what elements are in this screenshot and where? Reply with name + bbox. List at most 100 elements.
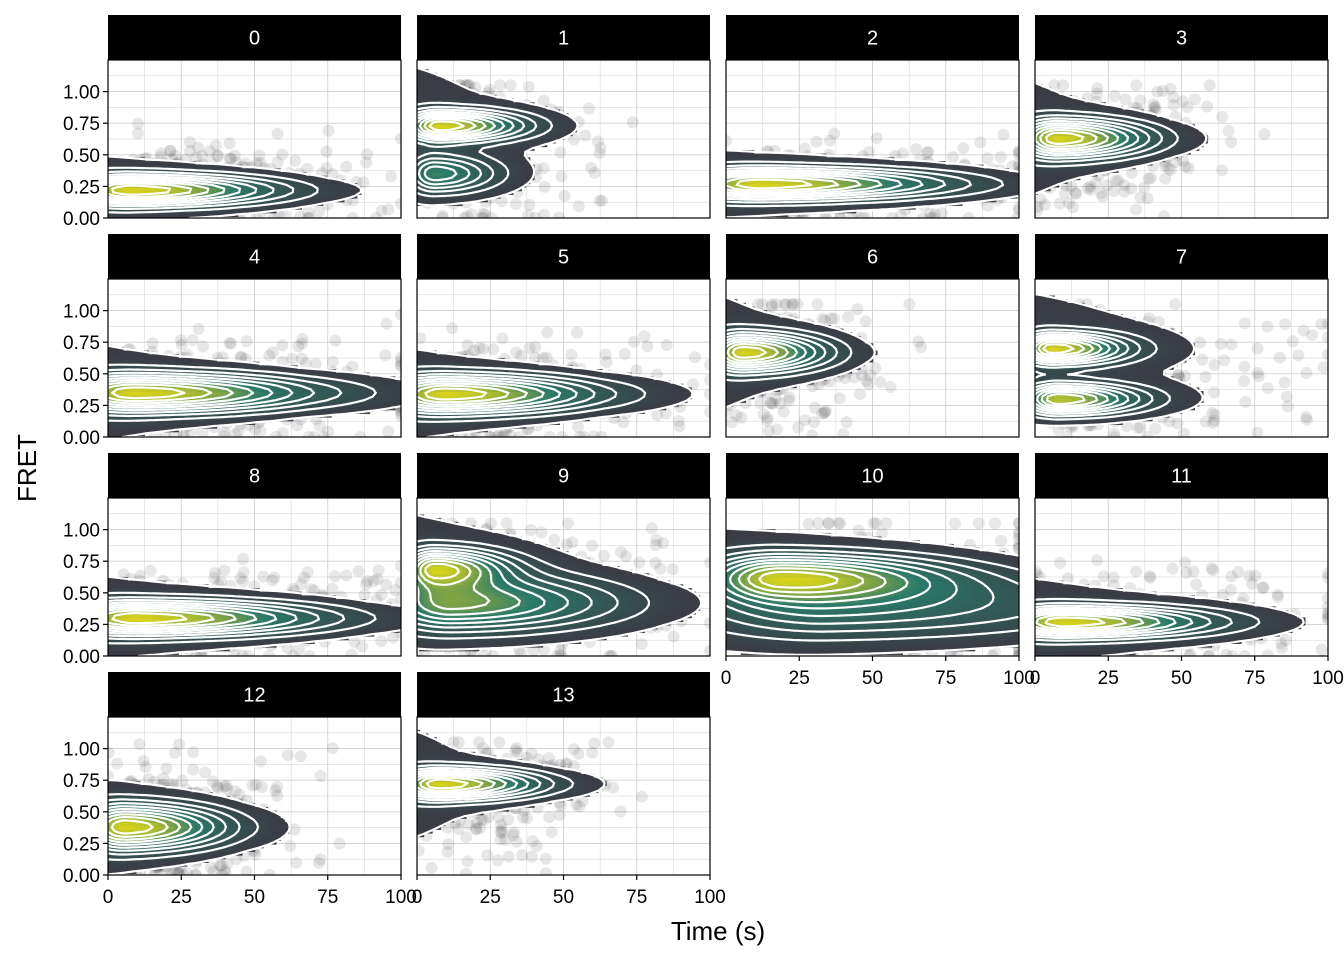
- density-cell: [559, 120, 565, 126]
- density-cell: [448, 80, 454, 85]
- density-cell: [550, 127, 556, 133]
- density-cell: [1083, 135, 1089, 140]
- density-cell: [186, 420, 192, 425]
- density-cell: [936, 179, 942, 184]
- density-cell: [779, 153, 785, 159]
- density-cell: [987, 183, 993, 188]
- density-cell: [453, 87, 459, 93]
- density-cell: [436, 146, 442, 151]
- density-cell: [131, 190, 137, 195]
- density-cell: [726, 208, 729, 214]
- density-cell: [108, 420, 111, 425]
- density-cell: [139, 420, 145, 425]
- density-cell: [936, 197, 942, 203]
- density-cell: [521, 153, 527, 159]
- density-cell: [453, 175, 459, 181]
- density-cell: [491, 98, 497, 104]
- density-cell: [919, 186, 925, 192]
- density-cell: [305, 197, 311, 203]
- density-cell: [474, 120, 480, 126]
- data-point: [177, 431, 190, 437]
- density-cell: [842, 157, 848, 162]
- density-cell: [135, 416, 141, 422]
- density-cell: [919, 175, 925, 181]
- density-cell: [859, 157, 865, 162]
- density-cell: [1177, 146, 1183, 151]
- density-cell: [267, 194, 273, 199]
- contour-line: [1035, 126, 1109, 151]
- density-cell: [131, 431, 137, 436]
- density-cell: [726, 153, 729, 159]
- data-point: [329, 334, 342, 347]
- density-cell: [491, 164, 497, 170]
- density-cell: [1164, 116, 1170, 122]
- density-cell: [152, 424, 158, 429]
- density-cell: [880, 205, 887, 210]
- density-cell: [757, 157, 763, 162]
- density-cell: [487, 98, 493, 104]
- density-cell: [1054, 135, 1060, 140]
- density-cell: [736, 212, 742, 217]
- density-cell: [893, 161, 899, 166]
- density-cell: [465, 194, 471, 199]
- density-cell: [1194, 131, 1200, 137]
- density-cell: [220, 416, 226, 422]
- density-cell: [868, 179, 874, 184]
- density-cell: [461, 87, 467, 93]
- density-cell: [923, 186, 929, 192]
- density-cell: [144, 190, 150, 195]
- density-cell: [131, 420, 137, 425]
- density-cell: [555, 135, 561, 140]
- density-cell: [199, 420, 205, 425]
- density-cell: [1054, 168, 1060, 173]
- density-cell: [1071, 161, 1077, 166]
- data-point: [924, 207, 937, 218]
- data-point: [522, 209, 535, 218]
- density-cell: [427, 186, 433, 192]
- density-cell: [431, 179, 437, 184]
- density-cell: [487, 194, 493, 199]
- density-cell: [1139, 139, 1145, 144]
- density-cell: [229, 164, 235, 170]
- density-cell: [440, 102, 446, 107]
- density-cell: [508, 146, 514, 151]
- density-cell: [122, 208, 128, 214]
- density-cell: [1035, 98, 1038, 104]
- density-cell: [1075, 135, 1081, 140]
- density-cell: [753, 153, 759, 159]
- density-cell: [872, 157, 878, 162]
- density-cell: [982, 194, 988, 199]
- density-cell: [279, 186, 286, 192]
- density-cell: [999, 172, 1005, 177]
- density-cell: [275, 197, 281, 203]
- density-cell: [417, 146, 420, 151]
- density-cell: [885, 172, 891, 177]
- density-cell: [461, 179, 467, 184]
- density-cell: [508, 102, 514, 107]
- density-cell: [1062, 98, 1068, 104]
- data-point: [1095, 187, 1108, 200]
- density-cell: [1126, 150, 1132, 155]
- density-cell: [757, 208, 763, 214]
- density-cell: [309, 197, 315, 203]
- density-cell: [233, 179, 239, 184]
- density-cell: [195, 420, 201, 425]
- density-cell: [525, 168, 531, 173]
- density-cell: [927, 161, 933, 166]
- density-cell: [825, 208, 831, 214]
- density-cell: [1117, 120, 1123, 126]
- density-cell: [313, 175, 319, 181]
- density-cell: [1185, 135, 1191, 140]
- density-cell: [1088, 164, 1094, 170]
- facet-strip-label: 0: [249, 28, 260, 50]
- density-cell: [1035, 172, 1038, 177]
- density-cell: [229, 208, 235, 214]
- data-point: [1148, 101, 1161, 114]
- density-cell: [203, 183, 209, 188]
- density-cell: [499, 102, 505, 107]
- density-cell: [800, 201, 806, 206]
- contour-line: [108, 166, 319, 214]
- data-point: [1169, 156, 1182, 169]
- density-cell: [1071, 102, 1077, 107]
- density-cell: [1139, 124, 1145, 129]
